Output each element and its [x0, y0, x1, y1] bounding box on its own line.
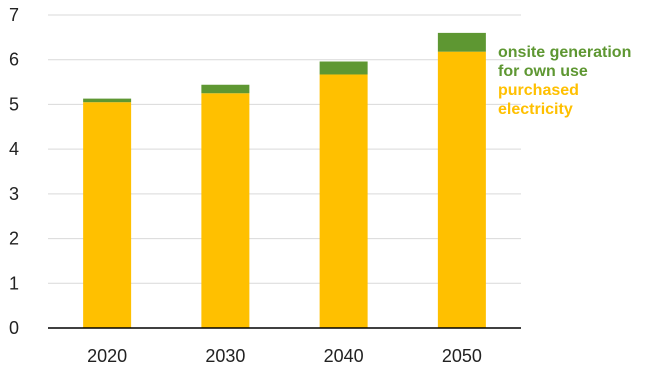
legend-label-purchased-electricity: electricity	[498, 101, 573, 118]
legend-label-onsite-generation: onsite generation	[498, 44, 631, 61]
bar-2020-purchased-electricity	[83, 102, 132, 328]
y-tick-label: 4	[9, 139, 19, 159]
x-tick-label-2040: 2040	[324, 346, 364, 366]
bar-2030-purchased-electricity	[201, 93, 250, 328]
legend-label-purchased-electricity: purchased	[498, 82, 579, 99]
legend: onsite generation for own use purchased ele…	[498, 44, 631, 118]
y-tick-label: 2	[9, 229, 19, 249]
bar-2020-onsite-generation	[83, 98, 132, 103]
y-axis-tick-labels: 0 1 2 3 4 5 6 7	[9, 5, 19, 338]
bar-2050-onsite-generation	[437, 32, 486, 52]
y-tick-label: 0	[9, 318, 19, 338]
x-tick-label-2020: 2020	[87, 346, 127, 366]
x-tick-label-2050: 2050	[442, 346, 482, 366]
y-tick-label: 5	[9, 94, 19, 114]
y-tick-label: 3	[9, 184, 19, 204]
bars	[83, 32, 486, 329]
bar-2050-purchased-electricity	[437, 51, 486, 329]
y-tick-label: 6	[9, 50, 19, 70]
bar-2040-purchased-electricity	[319, 74, 368, 328]
legend-label-onsite-generation: for own use	[498, 63, 588, 80]
x-tick-label-2030: 2030	[205, 346, 245, 366]
y-tick-label: 1	[9, 273, 19, 293]
bar-2040-onsite-generation	[319, 61, 368, 75]
x-axis-tick-labels: 2020 2030 2040 2050	[87, 346, 482, 366]
bar-2030-onsite-generation	[201, 84, 250, 94]
y-tick-label: 7	[9, 5, 19, 25]
